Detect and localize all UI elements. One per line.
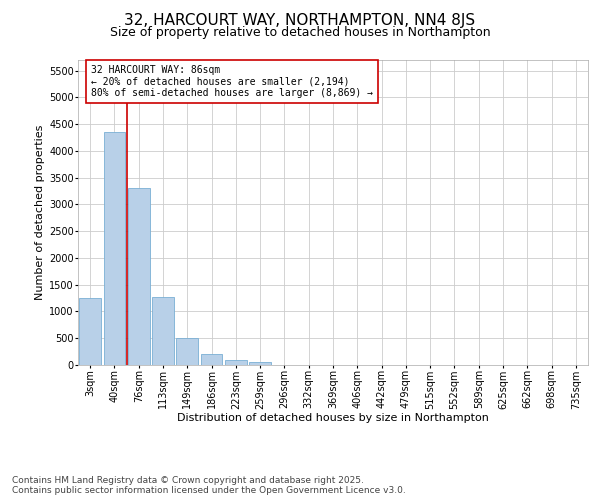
Y-axis label: Number of detached properties: Number of detached properties [35, 125, 45, 300]
Text: 32 HARCOURT WAY: 86sqm
← 20% of detached houses are smaller (2,194)
80% of semi-: 32 HARCOURT WAY: 86sqm ← 20% of detached… [91, 64, 373, 98]
Text: Contains HM Land Registry data © Crown copyright and database right 2025.
Contai: Contains HM Land Registry data © Crown c… [12, 476, 406, 495]
Bar [128, 188, 149, 365]
Bar [200, 354, 223, 365]
Bar [152, 297, 174, 365]
X-axis label: Distribution of detached houses by size in Northampton: Distribution of detached houses by size … [177, 413, 489, 423]
Bar [79, 298, 101, 365]
Text: Size of property relative to detached houses in Northampton: Size of property relative to detached ho… [110, 26, 490, 39]
Text: 32, HARCOURT WAY, NORTHAMPTON, NN4 8JS: 32, HARCOURT WAY, NORTHAMPTON, NN4 8JS [124, 12, 476, 28]
Bar [176, 338, 198, 365]
Bar [104, 132, 125, 365]
Bar [225, 360, 247, 365]
Bar [249, 362, 271, 365]
